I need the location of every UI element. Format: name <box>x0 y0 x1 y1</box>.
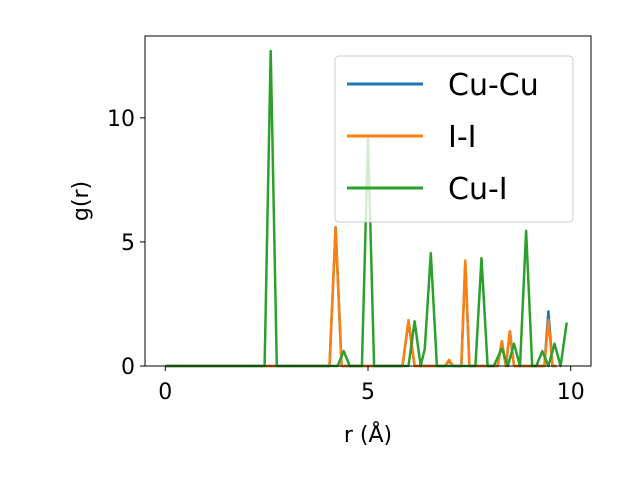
legend: Cu-Cu I-I Cu-I <box>334 55 574 223</box>
legend-box <box>334 55 574 223</box>
series-line-i-i <box>165 225 557 368</box>
y-axis-label: g(r) <box>69 181 94 221</box>
legend-label-cu-cu: Cu-Cu <box>448 68 539 103</box>
y-tick-label: 5 <box>121 231 135 256</box>
x-tick-label: 10 <box>557 380 585 405</box>
x-axis-label: r (Å) <box>344 421 392 448</box>
legend-label-i-i: I-I <box>448 120 477 155</box>
x-tick-label: 5 <box>361 380 375 405</box>
y-tick-label: 0 <box>121 355 135 380</box>
series-line-cu-cu <box>165 225 557 368</box>
legend-label-cu-i: Cu-I <box>448 172 508 207</box>
y-tick-label: 10 <box>107 107 135 132</box>
axis-ticks: 0 5 10 0 5 10 <box>107 107 585 405</box>
x-tick-label: 0 <box>158 380 172 405</box>
